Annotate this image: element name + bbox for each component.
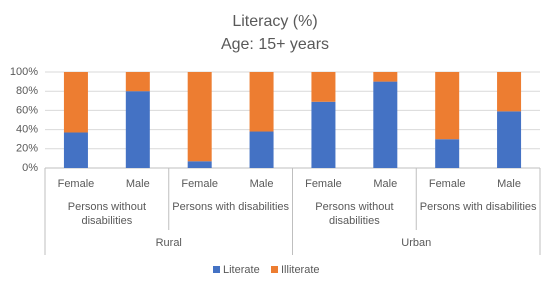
outer-group-label: Urban [401,237,431,249]
x-tick-label: Male [373,178,397,190]
bar-segment [63,132,88,168]
x-tick-label: Female [305,178,342,190]
legend-label: Illiterate [281,264,320,276]
y-tick-label: 40% [16,124,38,136]
bar-segment [497,72,522,112]
bar-segment [187,72,212,162]
y-tick-label: 60% [16,104,38,116]
bar-segment [249,131,274,168]
outer-group-label: Rural [156,237,182,249]
y-tick-label: 80% [16,85,38,97]
x-tick-label: Male [126,178,150,190]
group-label: Persons with disabilities [172,201,290,213]
bar-segment [125,72,150,92]
x-tick-label: Male [497,178,521,190]
chart-title: Literacy (%) [232,13,317,30]
x-tick-label: Female [181,178,218,190]
y-tick-label: 20% [16,143,38,155]
bar-segment [373,81,398,168]
x-tick-label: Female [58,178,95,190]
bar-segment [435,72,460,140]
legend-swatch [213,266,220,273]
legend-swatch [271,266,278,273]
bar-segment [435,139,460,168]
bar-segment [497,111,522,168]
y-tick-label: 0% [22,162,38,174]
bar-segment [63,72,88,133]
bar-segment [311,72,336,102]
chart-subtitle: Age: 15+ years [221,36,329,53]
x-tick-label: Male [250,178,274,190]
group-label: Persons with disabilities [419,201,537,213]
y-tick-label: 100% [10,66,38,78]
x-tick-label: Female [429,178,466,190]
bar-segment [125,91,150,168]
bar-segment [311,101,336,168]
legend-label: Literate [223,264,260,276]
bar-segment [373,72,398,82]
bar-segment [249,72,274,132]
group-label: Persons without disabilities [315,201,394,227]
group-label: Persons without disabilities [67,201,146,227]
bar-segment [187,161,212,168]
